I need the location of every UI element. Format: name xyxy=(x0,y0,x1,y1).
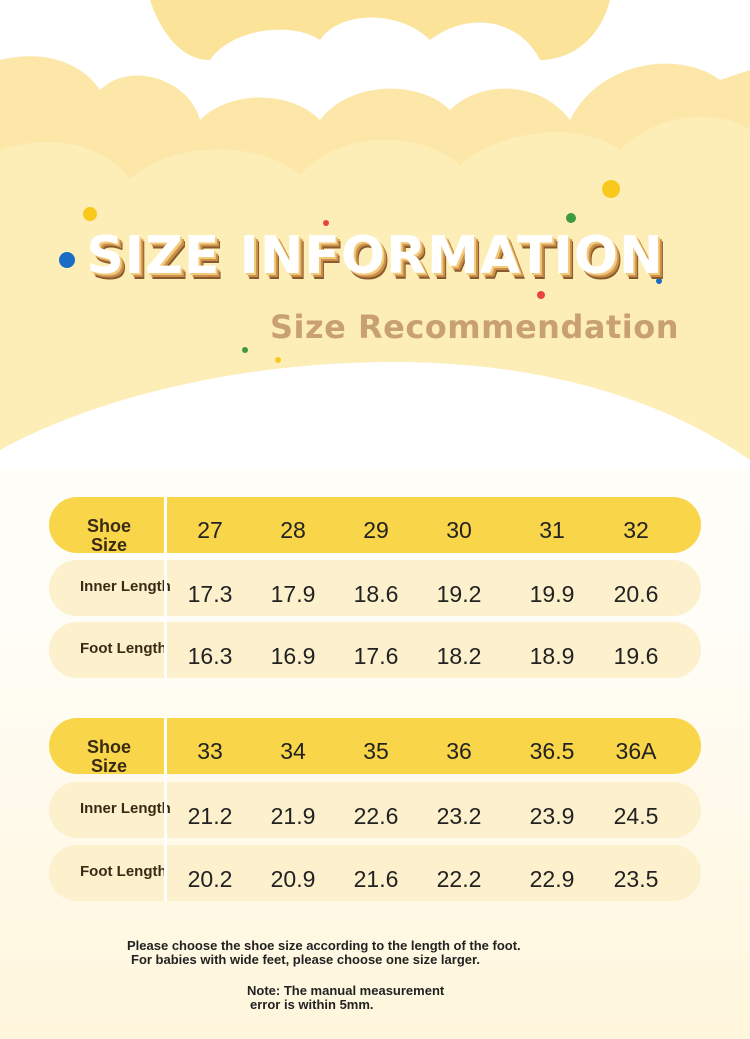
cell: 30 xyxy=(446,517,472,543)
divider xyxy=(164,495,167,678)
title: SIZE INFORMATION xyxy=(86,226,664,286)
cell: 20.2 xyxy=(187,866,233,892)
cell: 22.6 xyxy=(353,803,399,829)
cell: 19.6 xyxy=(613,643,659,669)
cell: 23.2 xyxy=(436,803,482,829)
cell: 19.2 xyxy=(436,581,482,607)
cell: 31 xyxy=(539,517,565,543)
cloud-background xyxy=(0,0,750,470)
cell: 21.2 xyxy=(187,803,233,829)
cell: 27 xyxy=(197,517,223,543)
row-label: Shoe Size xyxy=(86,516,131,555)
cell: 36.5 xyxy=(529,738,575,764)
cell: 19.9 xyxy=(529,581,575,607)
cell: 20.6 xyxy=(613,581,659,607)
note-text: Please choose the shoe size according to… xyxy=(127,938,521,953)
row-label: Inner Length xyxy=(80,578,171,595)
table-row xyxy=(49,782,701,838)
cell: 22.9 xyxy=(529,866,575,892)
cell: 18.6 xyxy=(353,581,399,607)
cell: 20.9 xyxy=(270,866,316,892)
header-row xyxy=(49,718,701,774)
note-text: Note: The manual measurement xyxy=(247,983,445,998)
cell: 32 xyxy=(623,517,649,543)
cell: 29 xyxy=(363,517,389,543)
row-label: Shoe Size xyxy=(86,737,131,776)
cell: 23.9 xyxy=(529,803,575,829)
row-label: Foot Length xyxy=(80,640,167,657)
cell: 17.6 xyxy=(353,643,399,669)
cell: 16.9 xyxy=(270,643,316,669)
cell: 36 xyxy=(446,738,472,764)
cell: 35 xyxy=(363,738,389,764)
cell: 22.2 xyxy=(436,866,482,892)
row-label: Foot Length xyxy=(80,863,167,880)
cell: 18.2 xyxy=(436,643,482,669)
cell: 36A xyxy=(615,738,657,764)
header-row xyxy=(49,497,701,553)
subtitle: Size Recommendation xyxy=(270,308,679,346)
cell: 16.3 xyxy=(187,643,233,669)
cell: 34 xyxy=(280,738,306,764)
cell: 21.9 xyxy=(270,803,316,829)
cell: 21.6 xyxy=(353,866,399,892)
table-row xyxy=(49,845,701,901)
note-text: error is within 5mm. xyxy=(250,997,374,1012)
cell: 17.3 xyxy=(187,581,233,607)
cell: 33 xyxy=(197,738,223,764)
row-label: Inner Length xyxy=(80,800,171,817)
cell: 17.9 xyxy=(270,581,316,607)
divider xyxy=(164,716,167,901)
cell: 24.5 xyxy=(613,803,659,829)
cell: 18.9 xyxy=(529,643,575,669)
note-text: For babies with wide feet, please choose… xyxy=(131,952,480,967)
table-row xyxy=(49,622,701,678)
cell: 23.5 xyxy=(613,866,659,892)
table-row xyxy=(49,560,701,616)
cell: 28 xyxy=(280,517,306,543)
